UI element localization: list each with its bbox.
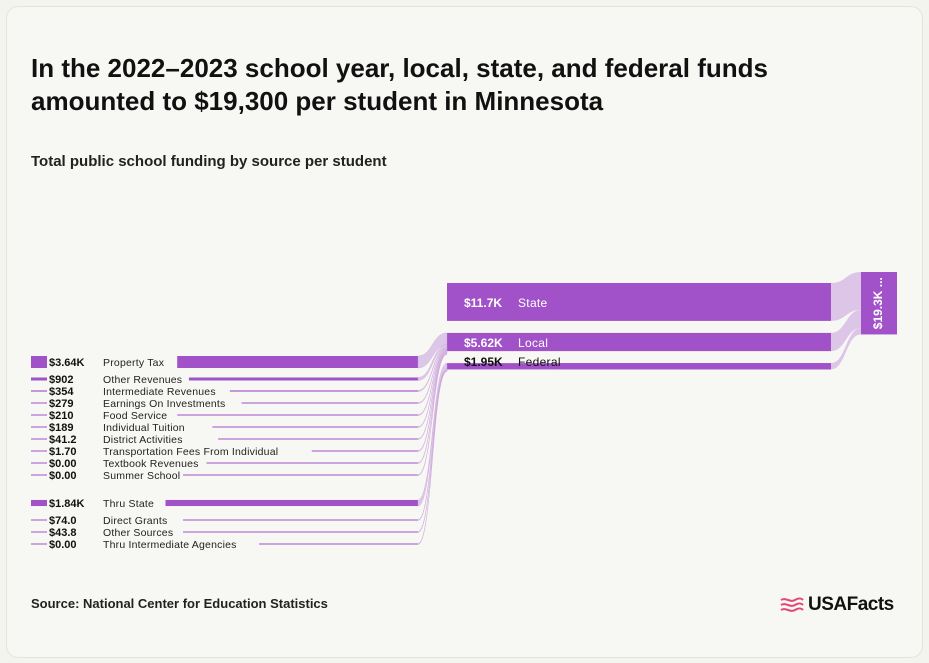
- source-label-state: State: [518, 296, 548, 310]
- item-name-local-district-activities: District Activities: [103, 434, 183, 446]
- item-name-local-textbook-revenues: Textbook Revenues: [103, 458, 199, 470]
- item-value-local-earnings-on-investments: $279: [49, 398, 73, 410]
- total-value-label: $19.3K ...: [871, 277, 885, 329]
- item-swatch-federal-thru-state: [31, 499, 47, 507]
- item-value-federal-direct-grants: $74.0: [49, 515, 77, 527]
- item-swatch-local-transportation-fees-from-individual: [31, 450, 47, 452]
- item-name-local-transportation-fees-from-individual: Transportation Fees From Individual: [103, 446, 278, 458]
- item-bar-local-textbook-revenues: [206, 462, 418, 464]
- link-federal-to-total: [831, 328, 861, 370]
- item-swatch-federal-direct-grants: [31, 519, 47, 521]
- item-name-federal-other-sources: Other Sources: [103, 527, 173, 539]
- link-local-to-total: [831, 309, 861, 352]
- item-name-local-earnings-on-investments: Earnings On Investments: [103, 398, 226, 410]
- usafacts-logo: USAFacts: [779, 594, 894, 616]
- item-value-local-transportation-fees-from-individual: $1.70: [49, 446, 77, 458]
- item-bar-federal-thru-state: [165, 499, 418, 507]
- source-value-federal: $1.95K: [464, 355, 503, 369]
- item-value-federal-other-sources: $43.8: [49, 527, 77, 539]
- item-value-local-intermediate-revenues: $354: [49, 386, 74, 398]
- item-swatch-local-food-service: [31, 414, 47, 416]
- item-bar-local-intermediate-revenues: [229, 390, 418, 392]
- item-bar-local-district-activities: [218, 438, 418, 440]
- item-name-local-other-revenues: Other Revenues: [103, 374, 182, 386]
- item-bar-local-other-revenues: [188, 377, 418, 381]
- source-value-state: $11.7K: [464, 296, 502, 310]
- item-name-local-property-tax: Property Tax: [103, 357, 165, 369]
- flag-icon: [780, 597, 804, 612]
- item-swatch-local-earnings-on-investments: [31, 402, 47, 404]
- item-bar-local-summer-school: [183, 474, 418, 476]
- source-label-federal: Federal: [518, 355, 561, 369]
- total-bar: [861, 272, 897, 335]
- logo-text: USAFacts: [808, 594, 894, 615]
- item-swatch-federal-thru-intermediate-agencies: [31, 543, 47, 545]
- item-value-local-individual-tuition: $189: [49, 422, 73, 434]
- item-name-local-intermediate-revenues: Intermediate Revenues: [103, 386, 216, 398]
- item-name-local-individual-tuition: Individual Tuition: [103, 422, 185, 434]
- link-federal-thru-state: [417, 362, 448, 507]
- chart-title: In the 2022–2023 school year, local, sta…: [31, 53, 768, 116]
- item-value-local-other-revenues: $902: [49, 374, 73, 386]
- link-federal-thru-intermediate-agencies: [417, 370, 448, 545]
- item-swatch-local-intermediate-revenues: [31, 390, 47, 392]
- source-value-local: $5.62K: [464, 336, 503, 350]
- item-swatch-local-summer-school: [31, 474, 47, 476]
- item-value-local-district-activities: $41.2: [49, 434, 77, 446]
- item-value-federal-thru-state: $1.84K: [49, 498, 85, 510]
- link-local-summer-school: [417, 353, 448, 476]
- item-swatch-local-other-revenues: [31, 377, 47, 381]
- item-bar-local-property-tax: [177, 355, 418, 369]
- item-bar-local-individual-tuition: [212, 426, 418, 428]
- item-swatch-local-district-activities: [31, 438, 47, 440]
- item-value-local-textbook-revenues: $0.00: [49, 458, 77, 470]
- item-swatch-local-textbook-revenues: [31, 462, 47, 464]
- item-value-local-property-tax: $3.64K: [49, 357, 85, 369]
- item-bar-federal-thru-intermediate-agencies: [259, 543, 418, 545]
- item-value-federal-thru-intermediate-agencies: $0.00: [49, 539, 77, 551]
- item-bar-local-food-service: [177, 414, 418, 416]
- chart-subtitle: Total public school funding by source pe…: [31, 153, 387, 170]
- item-swatch-local-property-tax: [31, 355, 47, 369]
- source-bar-tail-federal: [558, 363, 831, 370]
- source-note: Source: National Center for Education St…: [31, 596, 328, 611]
- item-swatch-local-individual-tuition: [31, 426, 47, 428]
- item-bar-federal-other-sources: [183, 531, 418, 533]
- item-bar-local-transportation-fees-from-individual: [311, 450, 418, 452]
- item-bar-local-earnings-on-investments: [241, 402, 418, 404]
- item-name-local-food-service: Food Service: [103, 410, 167, 422]
- item-bar-federal-direct-grants: [183, 519, 418, 521]
- item-value-local-summer-school: $0.00: [49, 470, 77, 482]
- item-name-federal-thru-state: Thru State: [103, 498, 154, 510]
- chart-card: [6, 6, 923, 658]
- source-bar-state: [447, 283, 831, 321]
- source-bar-local: [447, 332, 831, 352]
- item-name-local-summer-school: Summer School: [103, 470, 180, 482]
- source-label-local: Local: [518, 336, 548, 350]
- link-state-to-total: [831, 272, 861, 321]
- item-name-federal-thru-intermediate-agencies: Thru Intermediate Agencies: [103, 539, 237, 551]
- item-name-federal-direct-grants: Direct Grants: [103, 515, 167, 527]
- item-value-local-food-service: $210: [49, 410, 73, 422]
- item-swatch-federal-other-sources: [31, 531, 47, 533]
